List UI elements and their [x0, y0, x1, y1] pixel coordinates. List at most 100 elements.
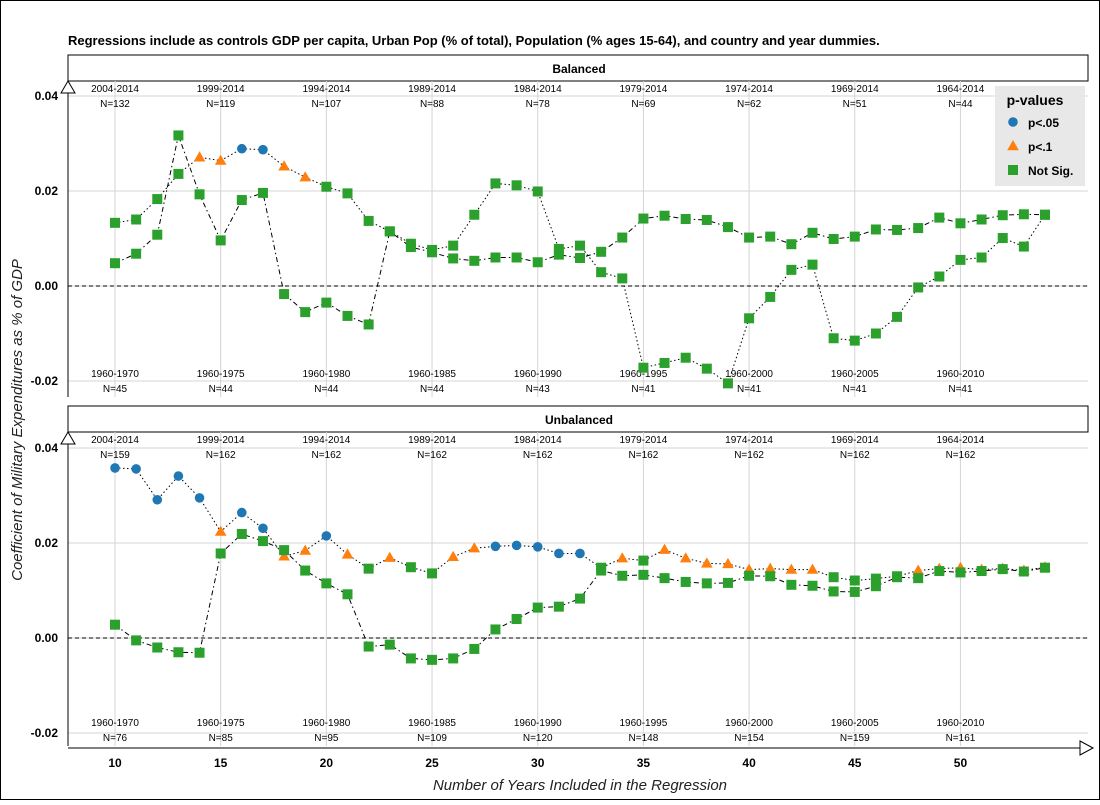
- point-marker-square: [870, 224, 881, 235]
- point-marker-triangle: [679, 552, 692, 563]
- bottom-period-label: 1960-2005: [831, 718, 879, 729]
- bottom-n-label: N=95: [314, 733, 339, 744]
- bottom-period-label: 1960-1995: [619, 718, 667, 729]
- top-period-label: 1999-2014: [197, 84, 245, 95]
- top-period-label: 1974-2014: [725, 84, 773, 95]
- point-marker-square: [701, 363, 712, 374]
- bottom-n-label: N=148: [629, 733, 659, 744]
- point-marker-triangle: [214, 525, 227, 536]
- point-marker-square: [427, 654, 438, 665]
- bottom-period-label: 1960-1975: [197, 718, 245, 729]
- x-tick-label: 30: [531, 756, 545, 770]
- legend-title: p-values: [1007, 92, 1064, 108]
- point-marker-triangle: [278, 160, 290, 171]
- point-marker-circle: [258, 523, 268, 534]
- point-marker-square: [194, 647, 205, 658]
- legend: p-values p<.05 p<.1 Not Sig.: [995, 86, 1085, 186]
- top-period-label: 1969-2014: [831, 84, 879, 95]
- point-marker-square: [744, 232, 755, 243]
- point-marker-square: [405, 562, 416, 573]
- point-marker-triangle: [299, 171, 312, 182]
- point-marker-square: [363, 641, 374, 652]
- point-marker-square: [405, 242, 416, 253]
- point-marker-square: [976, 214, 987, 225]
- top-period-label: 1964-2014: [937, 435, 985, 446]
- point-marker-square: [236, 195, 247, 206]
- point-marker-square: [680, 576, 691, 587]
- point-marker-square: [807, 227, 818, 238]
- point-marker-triangle: [764, 562, 777, 573]
- panel-title: Balanced: [552, 62, 605, 76]
- top-period-label: 1984-2014: [514, 435, 562, 446]
- point-marker-square: [490, 252, 501, 263]
- panel-unbalanced: Unbalanced 0.04 0.02 0.00 -0.02 2004-2014 N=15…: [31, 405, 1089, 746]
- point-marker-square: [849, 575, 860, 586]
- point-marker-square: [152, 642, 163, 653]
- bottom-period-label: 1960-2010: [937, 369, 985, 380]
- point-marker-circle: [554, 548, 564, 559]
- point-marker-square: [257, 536, 268, 547]
- top-period-label: 1989-2014: [408, 435, 456, 446]
- y-tick-label: -0.02: [31, 374, 59, 388]
- point-marker-square: [490, 624, 501, 635]
- point-marker-triangle: [785, 563, 798, 574]
- point-marker-square: [342, 310, 353, 321]
- point-marker-square: [1018, 241, 1029, 252]
- top-n-label: N=162: [523, 450, 553, 461]
- point-marker-square: [934, 566, 945, 577]
- point-marker-square: [1040, 209, 1050, 220]
- point-marker-square: [870, 581, 881, 592]
- top-n-label: N=107: [311, 99, 341, 110]
- y-axis-label: Coefficient of Military Expenditures as …: [9, 259, 26, 581]
- point-marker-square: [828, 572, 839, 583]
- x-tick-label: 45: [848, 756, 862, 770]
- series-points-2: [110, 528, 1050, 665]
- x-tick-label: 10: [108, 756, 122, 770]
- bottom-n-label: N=154: [734, 733, 764, 744]
- point-marker-square: [553, 249, 564, 260]
- point-marker-square: [1008, 165, 1018, 175]
- bottom-n-label: N=44: [209, 384, 234, 395]
- point-marker-square: [490, 178, 501, 189]
- top-period-label: 1969-2014: [831, 435, 879, 446]
- top-period-label: 1984-2014: [514, 84, 562, 95]
- top-period-label: 2004-2014: [91, 435, 139, 446]
- point-marker-square: [997, 233, 1008, 244]
- point-marker-triangle: [806, 563, 819, 574]
- point-marker-square: [342, 589, 353, 600]
- bottom-period-label: 1960-1990: [514, 718, 562, 729]
- bottom-n-label: N=109: [417, 733, 447, 744]
- point-marker-circle: [173, 471, 184, 481]
- point-marker-square: [511, 180, 522, 191]
- point-marker-triangle: [912, 564, 924, 575]
- top-n-label: N=162: [629, 450, 659, 461]
- point-marker-square: [110, 217, 120, 228]
- point-marker-square: [363, 319, 374, 330]
- point-marker-square: [131, 214, 142, 225]
- point-marker-square: [511, 252, 522, 263]
- point-marker-square: [363, 563, 374, 574]
- point-marker-triangle: [299, 544, 312, 555]
- top-n-label: N=88: [420, 99, 445, 110]
- point-marker-square: [236, 528, 247, 539]
- bottom-period-label: 1960-1990: [514, 369, 562, 380]
- point-marker-square: [892, 224, 903, 235]
- point-marker-square: [469, 255, 480, 266]
- top-period-label: 2004-2014: [91, 84, 139, 95]
- bottom-n-label: N=41: [948, 384, 973, 395]
- top-period-label: 1979-2014: [619, 435, 667, 446]
- x-axis: 10 15 20 25 30 35 40 45 50: [68, 740, 1095, 770]
- panel-title: Unbalanced: [545, 413, 613, 427]
- point-marker-square: [469, 209, 480, 220]
- bottom-period-label: 1960-1980: [302, 718, 350, 729]
- point-marker-square: [680, 214, 691, 225]
- point-marker-square: [722, 577, 733, 588]
- point-marker-square: [215, 548, 226, 559]
- top-n-label: N=51: [843, 99, 868, 110]
- top-period-label: 1989-2014: [408, 84, 456, 95]
- point-marker-square: [131, 248, 142, 259]
- point-marker-square: [152, 229, 163, 240]
- bottom-n-label: N=159: [840, 733, 870, 744]
